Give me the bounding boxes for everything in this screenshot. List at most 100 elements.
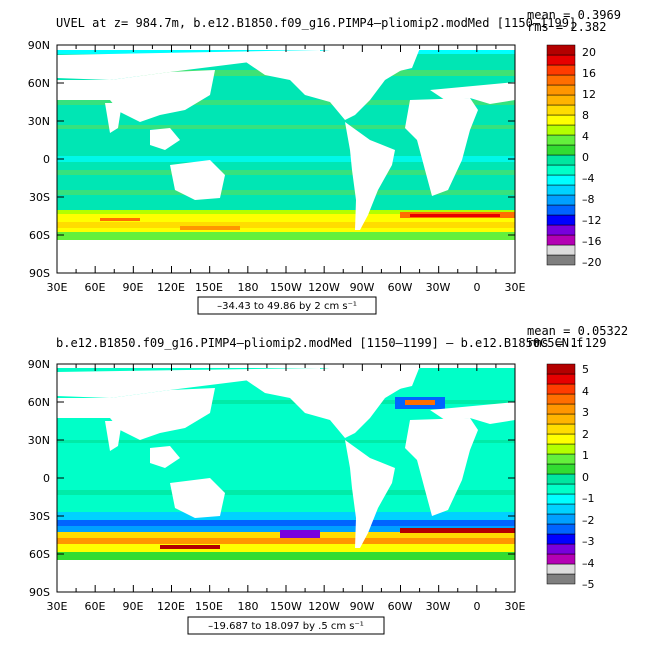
- p2-lat-label-30n: 30N: [28, 434, 50, 447]
- p2-lon-label-30w: 30W: [426, 600, 451, 613]
- panel-1-map: [57, 45, 515, 273]
- colorbar-swatch: [546, 433, 576, 445]
- colorbar-swatch: [546, 393, 576, 405]
- colorbar-swatch: [546, 423, 576, 435]
- colorbar-swatch: [546, 134, 576, 146]
- panel-2-range-text: –19.687 to 18.097 by .5 cm s⁻¹: [208, 621, 364, 632]
- p2-lon-label-120w: 120W: [308, 600, 340, 613]
- lat-label-60n: 60N: [28, 77, 50, 90]
- lat-label-30s: 30S: [29, 191, 50, 204]
- colorbar-swatch: [546, 563, 576, 575]
- panel-2: b.e12.B1850.f09_g16.PIMP4–pliomip2.modMe…: [28, 324, 628, 635]
- lat-label-90n: 90N: [28, 39, 50, 52]
- p2-lat-label-30s: 30S: [29, 510, 50, 523]
- colorbar-swatch: [546, 44, 576, 56]
- lon-label-30e-end: 30E: [505, 281, 526, 294]
- colorbar-swatch: [546, 373, 576, 385]
- colorbar-swatch: [546, 503, 576, 515]
- p2-lat-label-90n: 90N: [28, 358, 50, 371]
- colorbar-swatch: [546, 363, 576, 375]
- panel-2-map: [57, 364, 515, 592]
- colorbar-swatch: [546, 234, 576, 246]
- cbar2-label-0: 0: [582, 471, 589, 484]
- panel-2-lon-axis: 30E 60E 90E 120E 150E 180 150W 120W 90W …: [47, 364, 526, 613]
- p2-lon-label-120e: 120E: [157, 600, 185, 613]
- cbar1-label-12: 12: [582, 88, 596, 101]
- colorbar-swatch: [546, 463, 576, 475]
- lon-label-30w: 30W: [426, 281, 451, 294]
- colorbar-swatch: [546, 154, 576, 166]
- p2-lon-label-90w: 90W: [350, 600, 375, 613]
- cbar1-label-4: 4: [582, 130, 589, 143]
- p2-lon-label-30e-end: 30E: [505, 600, 526, 613]
- colorbar-swatch: [546, 513, 576, 525]
- cbar1-label-0: 0: [582, 151, 589, 164]
- cbar1-label-20: 20: [582, 46, 596, 59]
- cbar2-label-m3: –3: [582, 535, 595, 548]
- colorbar-swatch: [546, 64, 576, 76]
- colorbar-swatch: [546, 204, 576, 216]
- lon-label-0: 0: [474, 281, 481, 294]
- cbar2-label-3: 3: [582, 406, 589, 419]
- p2-lon-label-60w: 60W: [388, 600, 413, 613]
- panel-2-title: b.e12.B1850.f09_g16.PIMP4–pliomip2.modMe…: [56, 336, 583, 350]
- p2-lon-label-150w: 150W: [270, 600, 302, 613]
- panel-1-range-text: –34.43 to 49.86 by 2 cm s⁻¹: [217, 301, 357, 312]
- lon-label-90e: 90E: [123, 281, 144, 294]
- lon-label-150w: 150W: [270, 281, 302, 294]
- cbar2-label-m1: –1: [582, 492, 595, 505]
- p2-lon-label-90e: 90E: [123, 600, 144, 613]
- cbar2-label-m2: –2: [582, 514, 595, 527]
- p2-lat-label-90s: 90S: [29, 586, 50, 599]
- colorbar-swatch: [546, 94, 576, 106]
- colorbar-swatch: [546, 124, 576, 136]
- panel-1-range-box: [197, 296, 377, 315]
- panel-2-colorbar: [546, 363, 576, 585]
- colorbar-swatch: [546, 74, 576, 86]
- lon-label-120e: 120E: [157, 281, 185, 294]
- colorbar-swatch: [546, 523, 576, 535]
- lat-label-90s: 90S: [29, 267, 50, 280]
- panel-1-title: UVEL at z= 984.7m, b.e12.B1850.f09_g16.P…: [56, 16, 576, 30]
- cbar2-label-4: 4: [582, 385, 589, 398]
- colorbar-swatch: [546, 164, 576, 176]
- panel-2-mean: mean = 0.05322: [527, 324, 628, 338]
- p2-lat-label-0: 0: [43, 472, 50, 485]
- colorbar-swatch: [546, 443, 576, 455]
- colorbar-swatch: [546, 413, 576, 425]
- panel-1-lon-axis: 30E 60E 90E 120E 150E 180 150W 120W 90W …: [47, 45, 526, 294]
- cbar1-label-m16: –16: [582, 235, 602, 248]
- colorbar-swatch: [546, 403, 576, 415]
- colorbar-swatch: [546, 144, 576, 156]
- colorbar-swatch: [546, 84, 576, 96]
- cbar1-label-m4: –4: [582, 172, 595, 185]
- colorbar-swatch: [546, 533, 576, 545]
- colorbar-swatch: [546, 214, 576, 226]
- colorbar-swatch: [546, 473, 576, 485]
- colorbar-swatch: [546, 54, 576, 66]
- colorbar-swatch: [546, 553, 576, 565]
- lat-label-30n: 30N: [28, 115, 50, 128]
- panel-1-mean: mean = 0.3969: [527, 8, 621, 22]
- p2-lat-label-60n: 60N: [28, 396, 50, 409]
- lon-label-60e: 60E: [85, 281, 106, 294]
- colorbar-swatch: [546, 573, 576, 585]
- cbar2-label-1: 1: [582, 449, 589, 462]
- p2-lon-label-180: 180: [238, 600, 259, 613]
- colorbar-swatch: [546, 114, 576, 126]
- colorbar-swatch: [546, 493, 576, 505]
- colorbar-swatch: [546, 184, 576, 196]
- colorbar-swatch: [546, 244, 576, 256]
- cbar1-label-8: 8: [582, 109, 589, 122]
- panel-1-rms: rms = 2.382: [527, 20, 606, 34]
- colorbar-swatch: [546, 194, 576, 206]
- panel-2-rms: rms = 1.129: [527, 336, 606, 350]
- colorbar-swatch: [546, 174, 576, 186]
- cbar1-label-m8: –8: [582, 193, 595, 206]
- panel-1-colorbar: [546, 44, 576, 266]
- lon-label-150e: 150E: [195, 281, 223, 294]
- cbar2-label-2: 2: [582, 428, 589, 441]
- colorbar-swatch: [546, 383, 576, 395]
- colorbar-swatch: [546, 254, 576, 266]
